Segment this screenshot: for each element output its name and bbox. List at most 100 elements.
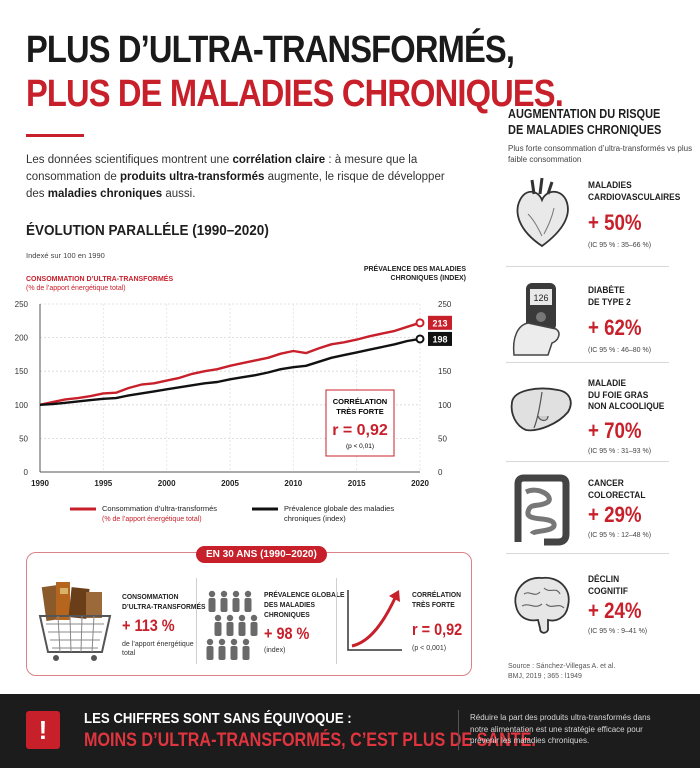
risk-ci: (IC 95 % : 9–41 %) (588, 628, 648, 635)
footer-separator (458, 710, 459, 750)
right-axis-label-2: CHRONIQUES (INDEX) (391, 275, 466, 282)
intro-bold: maladies chroniques (47, 188, 163, 200)
legend-prevalence: Prévalence globale des maladies (284, 504, 394, 513)
crowd-icon (206, 590, 258, 660)
person-figure (218, 646, 226, 660)
person-figure (208, 598, 216, 612)
glucose-meter-icon: 126 (512, 283, 560, 356)
risk-value: + 50% (588, 210, 642, 235)
person-figure (242, 638, 250, 646)
correlation-annotation-box (325, 389, 395, 457)
risk-ci: (IC 95 % : 46–80 %) (588, 347, 652, 354)
person-figure (226, 622, 234, 636)
y-tick-label-left: 50 (19, 434, 28, 443)
risk-item-cognitive: DÉCLIN COGNITIF + 24% (IC 95 % : 9–41 %) (500, 564, 675, 656)
chart-subtitle: Indexé sur 100 en 1990 (26, 251, 105, 260)
legend-prevalence-note: chroniques (index) (284, 514, 346, 523)
person-figure (250, 622, 258, 636)
risk-ci: (IC 95 % : 12–48 %) (588, 532, 652, 539)
y-tick-label-right: 50 (438, 434, 447, 443)
risk-panel-subtitle: Plus forte consommation d’ultra-transfor… (508, 144, 693, 164)
risk-panel-title: AUGMENTATION DU RISQUE DE MALADIES CHRON… (508, 107, 662, 137)
intro-part: augmente, le risque de développer des (26, 171, 445, 200)
intro-part: Les données scientifiques montrent une (26, 154, 233, 166)
stat-correlation-label: CORRÉLATION TRÈS FORTE (412, 590, 462, 609)
annotation-note: (p < 0,01) (346, 443, 374, 450)
footer-banner (0, 694, 700, 768)
source-citation: Source : Sánchez-Villegas A. et al. BMJ,… (508, 662, 615, 682)
y-tick-label-left: 0 (24, 468, 29, 477)
left-axis-label: CONSOMMATION D’ULTRA-TRANSFORMÉS (26, 274, 173, 283)
footer-text: Réduire la part des produits ultra-trans… (470, 713, 651, 745)
annotation-line2: TRÈS FORTE (336, 407, 384, 416)
person-figure (230, 646, 238, 660)
stat-consumption-value: + 113 % (122, 616, 175, 635)
person-figure (218, 638, 226, 646)
source-line: Source : Sánchez-Villegas A. et al. (508, 663, 616, 670)
risk-name: MALADIES CARDIOVASCULAIRES (588, 180, 681, 203)
risk-value: + 62% (588, 315, 642, 340)
person-figure (206, 646, 214, 660)
right-axis-label: PRÉVALENCE DES MALADIES (364, 264, 466, 273)
intestine-icon (514, 474, 570, 546)
annotation-line1: CORRÉLATION (333, 397, 387, 406)
shopping-basket-icon (38, 582, 112, 661)
intro-bold: produits ultra-transformés (119, 171, 265, 183)
series-line-0 (39, 321, 421, 406)
title-divider (26, 134, 84, 137)
person-figure (220, 590, 228, 598)
series-line-1 (39, 337, 421, 406)
x-ticks: 1990 1995 2000 2005 2010 2015 2020 (31, 479, 429, 488)
person-figure (226, 614, 234, 622)
end-label-box-1 (428, 331, 452, 346)
person-figure (208, 590, 216, 598)
end-label-box-0 (428, 315, 452, 330)
risk-name: DIABÈTE DE TYPE 2 (588, 285, 631, 308)
summary-separator (196, 578, 197, 664)
intro-bold: corrélation claire (232, 154, 326, 166)
meter-reading: 126 (533, 293, 548, 303)
person-figure (238, 622, 246, 636)
risk-item-liver: MALADIE DU FOIE GRAS NON ALCOOLIQUE + 70… (500, 368, 675, 460)
footer-slogan: MOINS D’ULTRA-TRANSFORMÉS, C’EST PLUS DE… (84, 730, 536, 751)
end-label-1: 198 (432, 334, 447, 344)
y-tick-label-right: 250 (438, 300, 452, 309)
y-tick-label-left: 150 (15, 367, 29, 376)
legend-consumption-note: (% de l’apport énergétique total) (102, 516, 202, 523)
person-figure (220, 598, 228, 612)
stat-correlation-note: (p < 0,001) (412, 645, 447, 652)
person-figure (206, 638, 214, 646)
person-figure (238, 614, 246, 622)
annotation-value: r = 0,92 (332, 422, 388, 439)
risk-divider (506, 362, 669, 363)
series-end-point-0 (415, 318, 425, 328)
stat-consumption-label: CONSOMMATION D’ULTRA-TRANSFORMÉS (122, 592, 206, 611)
risk-item-cardio: MALADIES CARDIOVASCULAIRES + 50% (IC 95 … (500, 170, 680, 262)
x-tick-label: 2000 (158, 479, 176, 488)
source-line: BMJ, 2019 ; 365 : l1949 (508, 673, 582, 680)
page-title-line2: PLUS DE MALADIES CHRONIQUES. (26, 73, 564, 115)
x-tick-label: 2015 (348, 479, 366, 488)
risk-value: + 70% (588, 418, 642, 443)
x-tick-label: 2010 (284, 479, 302, 488)
person-figure (244, 598, 252, 612)
risk-item-diabetes: 126 DIABÈTE DE TYPE 2 + 62% (IC 95 % : 4… (500, 275, 675, 367)
risk-value: + 29% (588, 502, 642, 527)
risk-name: DÉCLIN COGNITIF (588, 574, 628, 597)
trend-arrow-icon (347, 590, 402, 651)
chart-title: ÉVOLUTION PARALLÉLE (1990–2020) (26, 222, 269, 239)
intro-text: Les données scientifiques montrent une c… (26, 152, 446, 203)
person-figure (230, 638, 238, 646)
summary-separator (336, 578, 337, 664)
exclamation-icon: ! (26, 711, 60, 749)
risk-divider (506, 553, 669, 554)
page-title-line1: PLUS D’ULTRA-TRANSFORMÉS, (26, 29, 515, 71)
risk-ci: (IC 95 % : 31–93 %) (588, 448, 652, 455)
x-tick-label: 1995 (94, 479, 112, 488)
legend-consumption: Consommation d’ultra-transformés (102, 504, 217, 513)
x-tick-label: 1990 (31, 479, 49, 488)
left-y-ticks: 0 50 100 150 200 250 (15, 300, 29, 477)
person-figure (250, 614, 258, 622)
end-labels: 213 198 (428, 315, 452, 346)
brain-icon (514, 576, 570, 634)
